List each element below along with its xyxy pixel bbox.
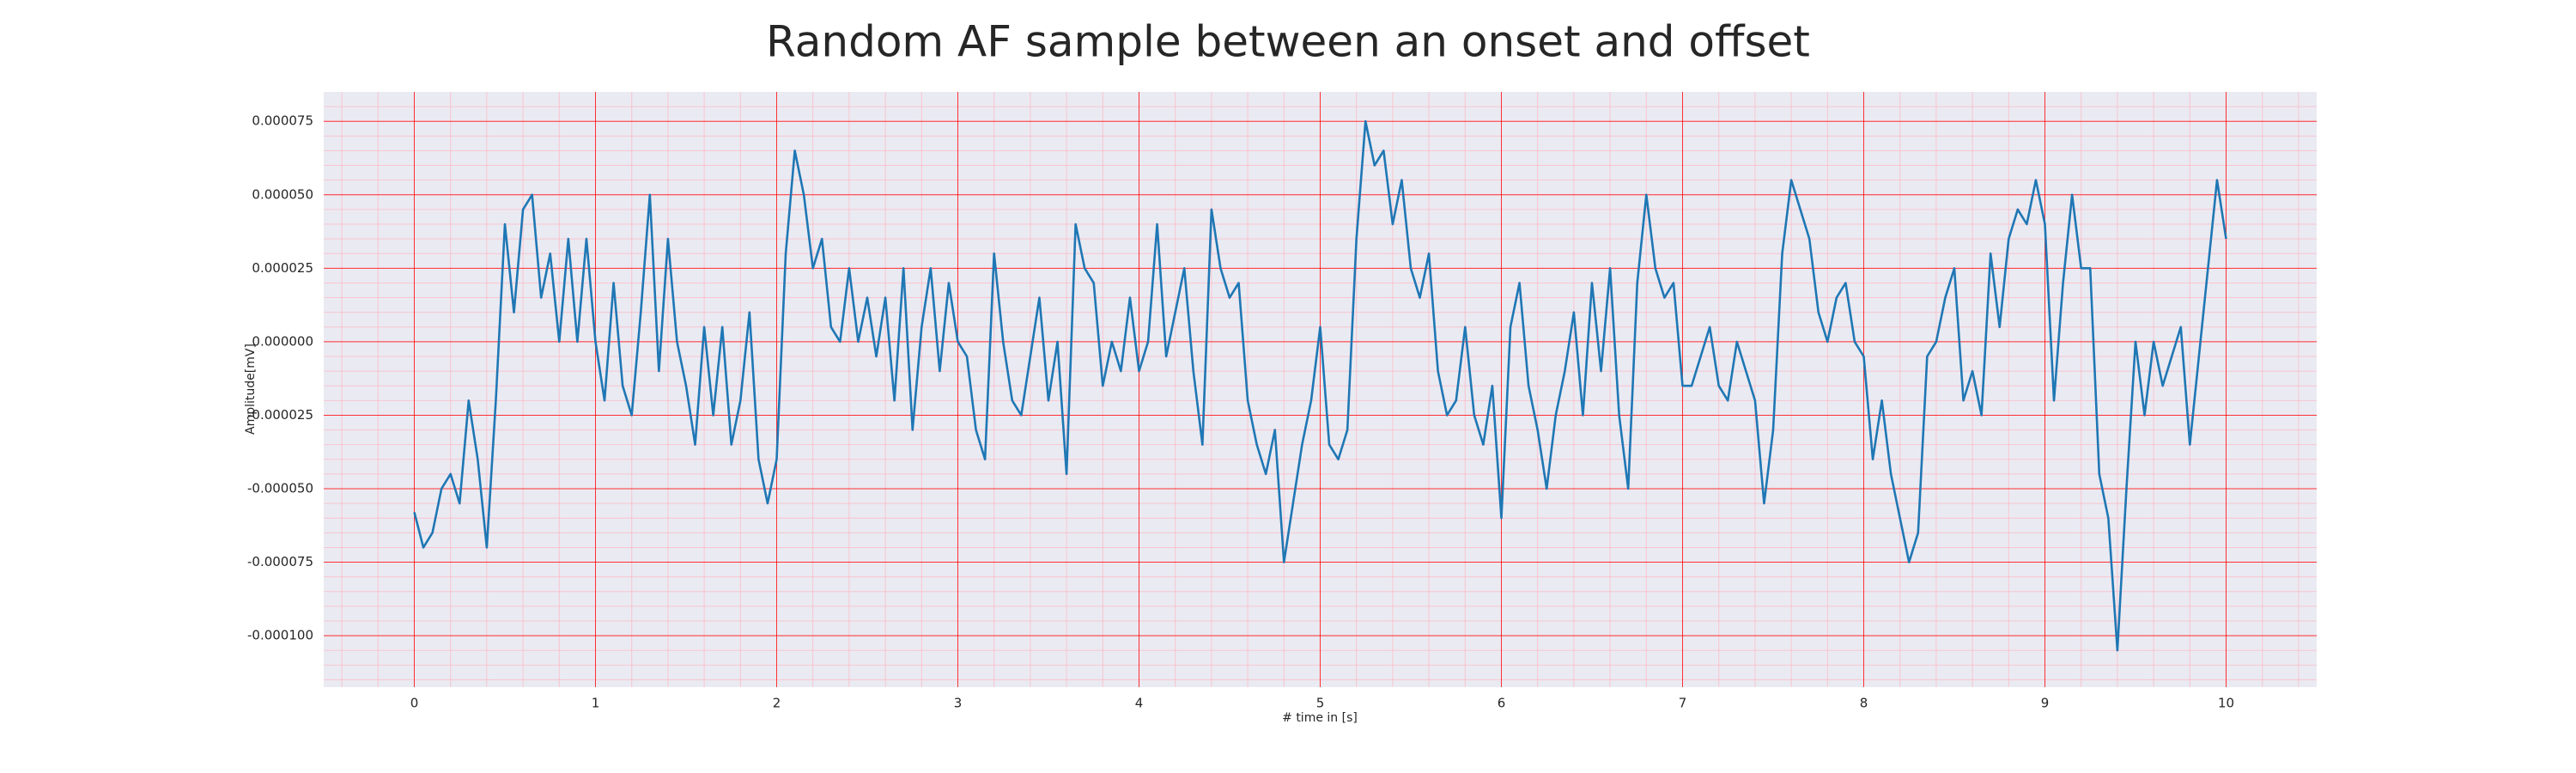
y-tick-label: 0.000025: [252, 260, 313, 276]
y-tick-label: 0.000000: [252, 333, 313, 349]
y-axis-label: Amplitude[mV]: [244, 344, 258, 435]
y-tick-label: -0.000025: [247, 407, 313, 423]
x-tick-label: 2: [773, 696, 781, 711]
y-tick-label: -0.000100: [247, 628, 313, 643]
x-tick-label: 8: [1860, 696, 1868, 711]
y-tick-label: -0.000050: [247, 481, 313, 496]
x-tick-label: 5: [1316, 696, 1325, 711]
x-tick-label: 6: [1498, 696, 1506, 711]
y-tick-label: -0.000075: [247, 554, 313, 569]
x-tick-label: 10: [2218, 696, 2234, 711]
x-tick-label: 3: [954, 696, 963, 711]
x-tick-label: 7: [1679, 696, 1687, 711]
chart-title: Random AF sample between an onset and of…: [766, 17, 1810, 67]
x-tick-label: 4: [1135, 696, 1144, 711]
x-tick-label: 0: [410, 696, 419, 711]
y-tick-label: 0.000075: [252, 113, 313, 129]
x-tick-label: 9: [2041, 696, 2050, 711]
x-axis-label: # time in [s]: [1282, 711, 1358, 725]
y-tick-label: 0.000050: [252, 186, 313, 202]
x-tick-label: 1: [592, 696, 600, 711]
signal-line: [413, 119, 2227, 652]
